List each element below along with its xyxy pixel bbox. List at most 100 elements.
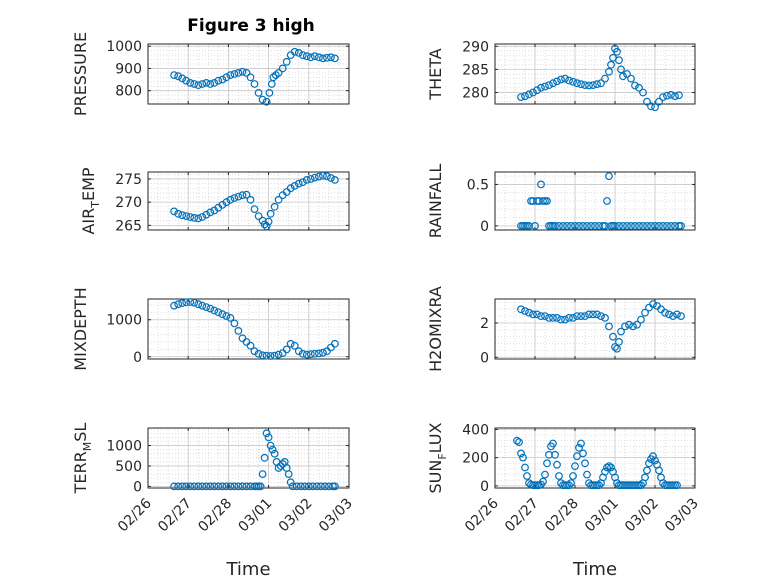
data-point [583, 470, 591, 479]
data-point [306, 175, 315, 183]
data-point [597, 79, 605, 88]
data-point [635, 221, 643, 230]
data-point [639, 88, 647, 97]
data-point [607, 463, 615, 472]
data-point [573, 79, 581, 88]
data-point [250, 205, 259, 214]
data-point [230, 482, 239, 491]
axes-box [494, 171, 696, 231]
x-tick-label: 03/01 [582, 496, 622, 536]
data-point [319, 171, 327, 180]
data-point [569, 472, 577, 480]
data-point [238, 191, 247, 200]
y-label-main: THETA [426, 48, 445, 100]
data-point [310, 173, 319, 182]
axes-box [147, 171, 350, 231]
data-point [268, 445, 277, 454]
data-point [331, 175, 339, 184]
data-point [298, 349, 307, 358]
y-tick-label: 1000 [106, 313, 142, 329]
data-point [591, 221, 599, 230]
data-point [595, 481, 603, 490]
grid-lines [147, 428, 350, 488]
data-point [663, 91, 671, 100]
data-point [298, 51, 307, 59]
data-point [655, 221, 663, 230]
data-point [537, 180, 545, 189]
x-tick-label: 02/26 [115, 495, 155, 535]
data-point [246, 195, 255, 204]
data-point [675, 91, 683, 100]
data-point [222, 73, 231, 82]
panel-h2omixra: 0 2 H2OMIXRA [426, 286, 696, 372]
data-point [290, 181, 299, 190]
data-point [246, 482, 255, 491]
panel-rainfall: 0 0.5 RAINFALL [426, 164, 696, 238]
data-point [615, 56, 623, 65]
y-tick-label: 275 [115, 172, 142, 188]
data-point [202, 482, 211, 491]
data-point [198, 213, 207, 221]
data-point [617, 327, 625, 336]
y-label-tail: EMP [79, 167, 98, 201]
data-series [170, 171, 339, 231]
x-tick-label: 03/03 [316, 496, 356, 536]
data-point [190, 298, 199, 307]
data-point [206, 80, 215, 88]
data-point [533, 86, 541, 95]
data-point [581, 459, 589, 468]
data-point [577, 312, 585, 321]
data-point [331, 54, 339, 63]
axes-box [147, 298, 350, 360]
y-tick-label: 265 [115, 218, 142, 234]
data-point [581, 312, 589, 321]
data-point [673, 310, 681, 319]
data-point [258, 95, 267, 104]
data-point [178, 211, 187, 220]
data-point [581, 81, 589, 89]
data-point [617, 65, 625, 74]
data-point [186, 78, 195, 87]
data-point [202, 210, 211, 219]
data-point [218, 75, 227, 84]
data-point [609, 332, 617, 341]
axes-box [147, 427, 350, 489]
y-tick-label: 1000 [106, 39, 142, 55]
data-point [615, 221, 623, 230]
data-point [559, 221, 567, 230]
data-point [565, 314, 573, 322]
data-point [190, 80, 199, 88]
data-point [647, 221, 655, 230]
data-point [214, 308, 223, 317]
data-point [521, 92, 529, 101]
data-point [635, 83, 643, 92]
data-point [174, 300, 183, 309]
data-point [565, 76, 573, 85]
data-point [641, 308, 649, 317]
data-point [262, 222, 271, 231]
data-point [218, 482, 227, 491]
panel-pressure: 800 900 1000 PRESSURE [71, 32, 350, 116]
data-point [242, 68, 251, 77]
data-point [519, 453, 527, 462]
data-point [190, 213, 199, 222]
data-point [186, 482, 195, 491]
axes-box [494, 43, 696, 105]
data-point [517, 305, 525, 314]
data-point [194, 81, 203, 89]
data-point [537, 83, 545, 92]
data-point [310, 349, 319, 358]
data-point [190, 482, 199, 491]
data-point [601, 314, 609, 322]
data-point [265, 88, 274, 97]
data-point [525, 90, 533, 99]
data-point [577, 439, 585, 448]
data-point [250, 347, 259, 356]
data-point [557, 315, 565, 324]
data-point [625, 320, 633, 329]
data-point [517, 449, 525, 458]
y-tick-label: 900 [115, 61, 142, 77]
panel-theta: 280 285 290 THETA [426, 39, 696, 112]
data-point [254, 212, 263, 221]
data-point [238, 482, 247, 491]
